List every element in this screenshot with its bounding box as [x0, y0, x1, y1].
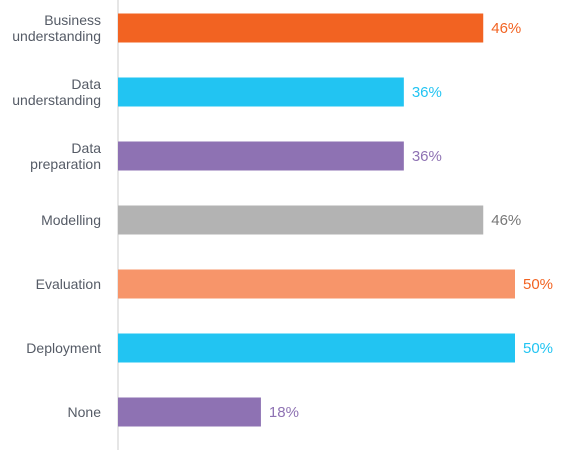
value-label: 50% [523, 276, 553, 293]
bar [118, 397, 261, 427]
category-label-line: Data [71, 140, 101, 156]
bars-group [118, 13, 515, 427]
category-label: Data understanding [12, 76, 101, 108]
category-label-line: Data [71, 76, 101, 92]
bar [118, 77, 404, 107]
category-label: Business understanding [12, 12, 101, 44]
value-label: 36% [412, 148, 442, 165]
category-label: Data preparation [30, 140, 101, 172]
bar [118, 205, 484, 235]
category-label-line: understanding [12, 28, 101, 44]
category-label-line: Deployment [26, 340, 101, 356]
category-label-line: Evaluation [36, 276, 101, 292]
value-label: 36% [412, 84, 442, 101]
category-label: Evaluation [36, 276, 101, 292]
value-label: 50% [523, 340, 553, 357]
bar [118, 333, 515, 363]
category-label-line: Modelling [41, 212, 101, 228]
value-label: 46% [491, 20, 521, 37]
category-label-line: preparation [30, 156, 101, 172]
category-label: None [68, 404, 102, 420]
category-label-line: Business [44, 12, 101, 28]
category-label: Modelling [41, 212, 101, 228]
category-label-line: None [68, 404, 102, 420]
bar [118, 141, 404, 171]
bar [118, 269, 515, 299]
category-label-line: understanding [12, 92, 101, 108]
value-label: 18% [269, 404, 299, 421]
category-label: Deployment [26, 340, 101, 356]
value-label: 46% [491, 212, 521, 229]
value-labels-group: 46% 36% 36% 46% 50% 50% 18% [269, 20, 553, 421]
bar [118, 13, 484, 43]
